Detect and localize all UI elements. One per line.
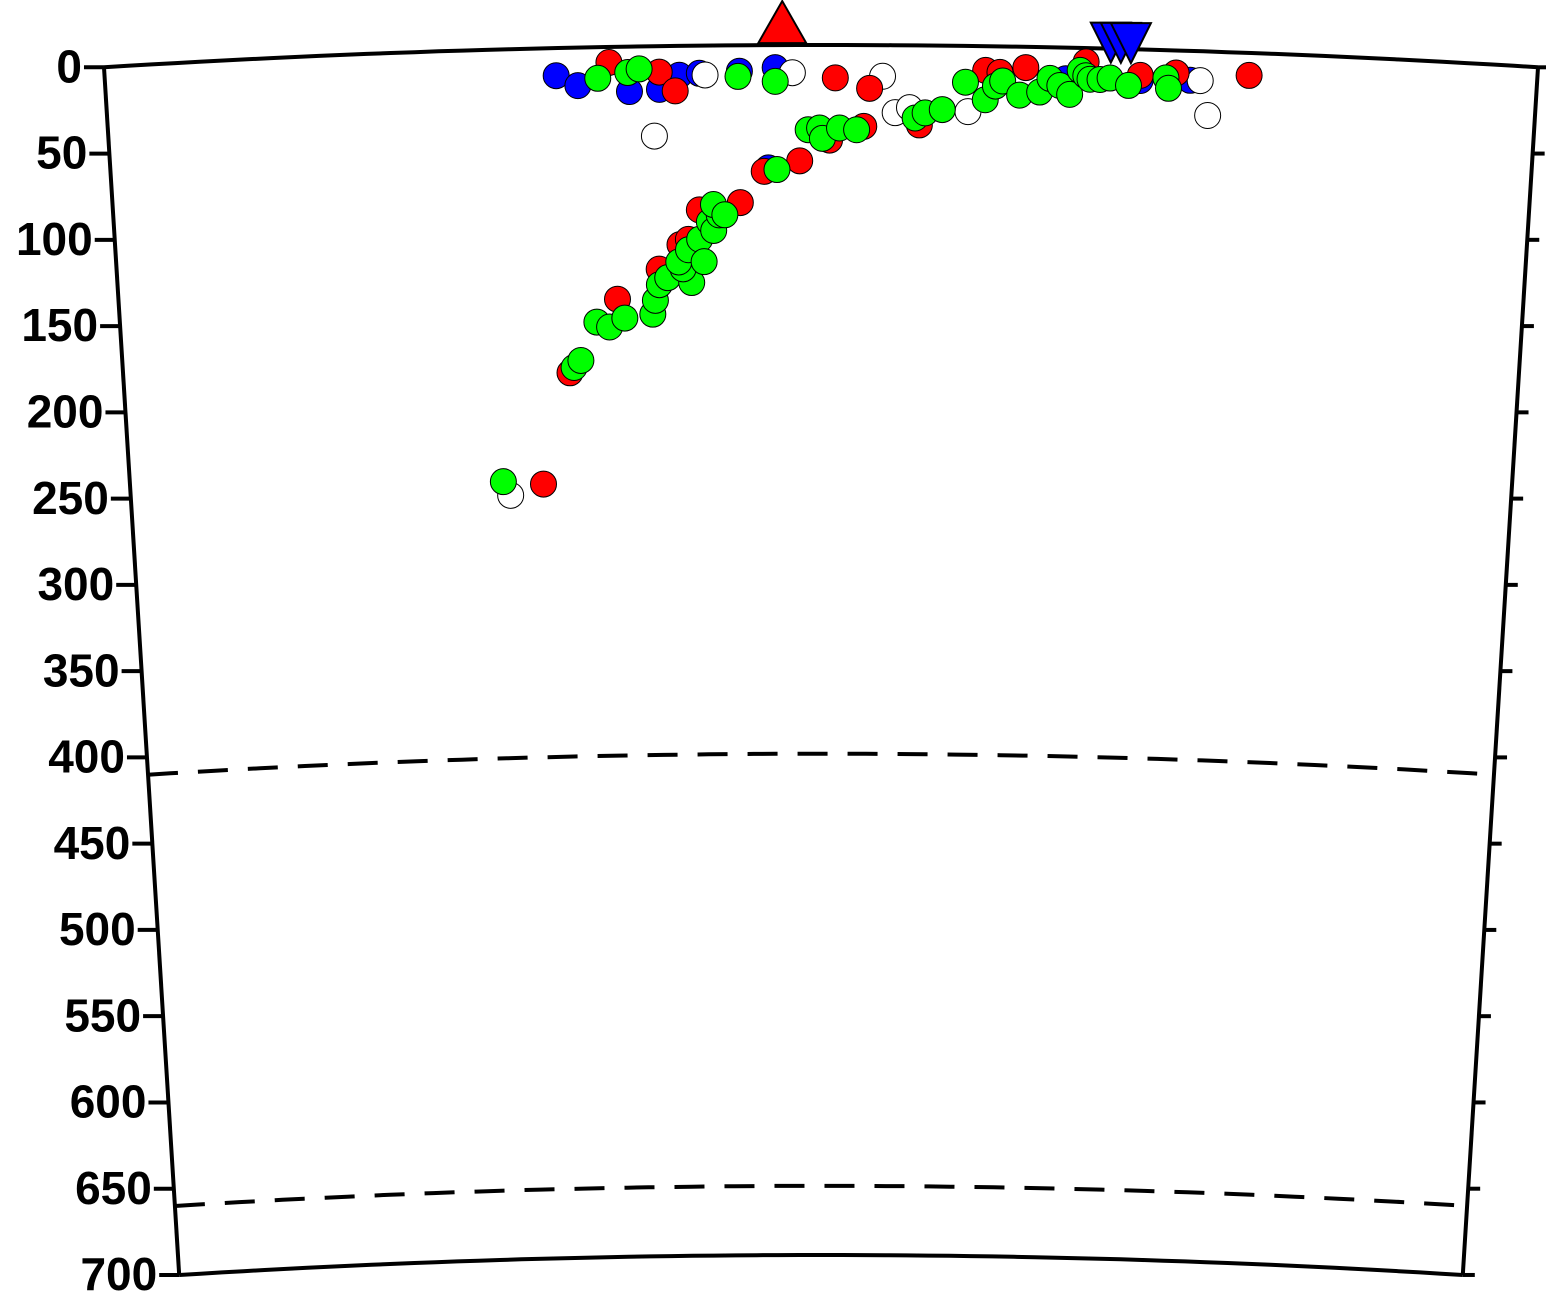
event-point	[821, 64, 849, 92]
event-point	[1012, 54, 1040, 82]
y-tick-label: 700	[80, 1248, 157, 1300]
y-tick-label: 550	[64, 989, 141, 1041]
event-point	[567, 346, 595, 374]
y-tick-label: 600	[70, 1076, 147, 1128]
y-tick-label: 0	[56, 40, 82, 92]
reference-line	[147, 751, 1495, 777]
event-point	[611, 304, 639, 332]
event-point	[640, 122, 668, 150]
event-point	[489, 468, 517, 496]
event-point	[763, 156, 791, 184]
y-tick-label: 250	[32, 472, 109, 524]
y-tick-label: 450	[54, 817, 131, 869]
event-point	[951, 68, 979, 96]
y-tick-label: 400	[48, 731, 125, 783]
event-point	[661, 77, 689, 105]
event-point	[690, 248, 718, 276]
event-point	[1056, 80, 1084, 108]
station	[1109, 22, 1153, 66]
event-point	[529, 470, 557, 498]
y-tick-label: 200	[27, 386, 104, 438]
event-point	[625, 55, 653, 83]
frame-bottom	[179, 1253, 1463, 1277]
event-point	[1186, 67, 1214, 95]
y-tick-label: 500	[59, 903, 136, 955]
frame-top	[103, 43, 1539, 70]
y-tick-label: 350	[43, 644, 120, 696]
y-tick-label: 150	[21, 299, 98, 351]
event-point	[711, 201, 739, 229]
event-point	[843, 116, 871, 144]
event-point	[584, 64, 612, 92]
y-tick-label: 300	[37, 558, 114, 610]
event-point	[761, 67, 789, 95]
y-tick-label: 650	[75, 1162, 152, 1214]
event-point	[1194, 101, 1222, 129]
reference-line	[174, 1183, 1468, 1208]
event-point	[691, 61, 719, 89]
event-point	[724, 62, 752, 90]
y-tick-label: 100	[16, 213, 93, 265]
event-point	[1235, 61, 1263, 89]
event-point	[928, 96, 956, 124]
volcano	[756, 0, 808, 45]
event-point	[856, 74, 884, 102]
event-point	[1154, 74, 1182, 102]
event-point	[786, 147, 814, 175]
event-point	[1115, 71, 1143, 99]
y-tick-label: 50	[36, 127, 87, 179]
